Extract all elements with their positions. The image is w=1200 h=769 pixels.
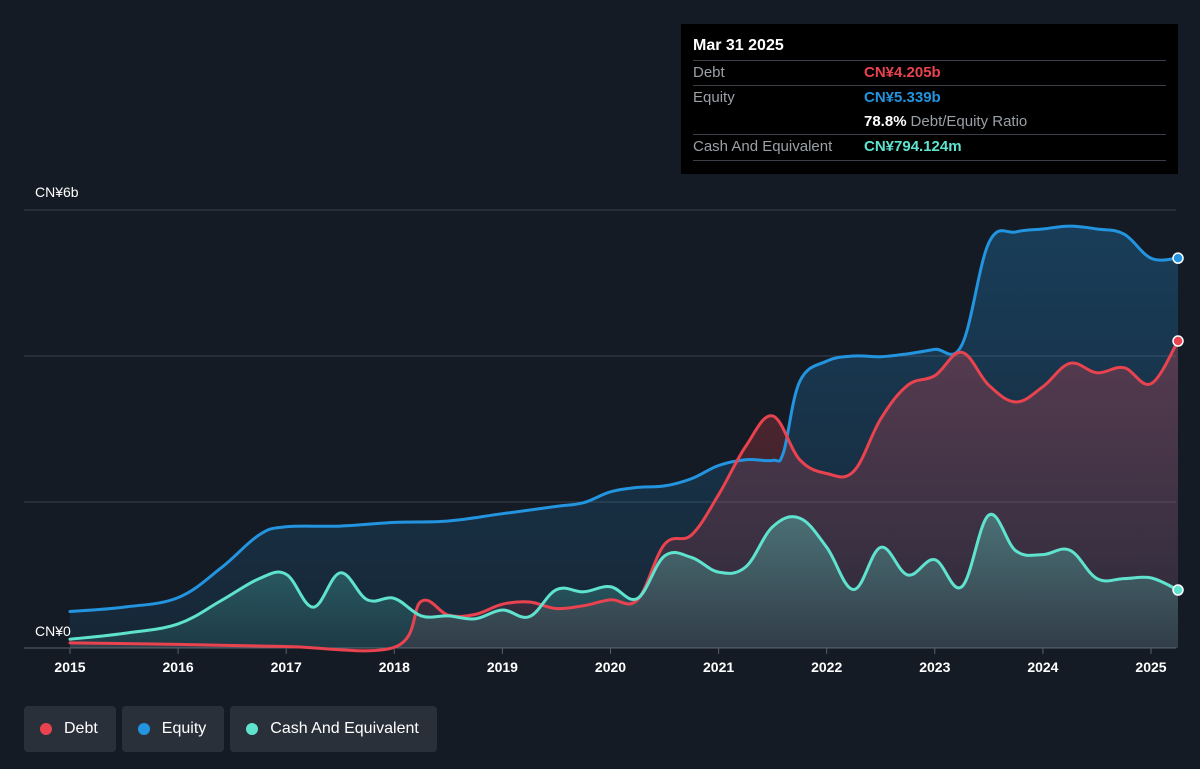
tooltip-equity-value: CN¥5.339b bbox=[864, 89, 941, 106]
tooltip-cash-label: Cash And Equivalent bbox=[693, 138, 833, 155]
cash-and-equivalent-area bbox=[70, 514, 1179, 648]
tooltip-debt-row: Debt CN¥4.205b bbox=[693, 60, 1166, 85]
x-tick-label: 2021 bbox=[703, 659, 734, 675]
legend-item-cash[interactable]: Cash And Equivalent bbox=[230, 706, 437, 752]
x-tick-label: 2018 bbox=[379, 659, 410, 675]
tooltip-ratio-row: 78.8% Debt/Equity Ratio bbox=[693, 110, 1166, 134]
tooltip-ratio-value: 78.8% bbox=[864, 113, 907, 130]
axes: 2015 2016 2017 2018 2019 2020 2021 2022 2023 2024… bbox=[35, 184, 1167, 675]
x-tick-label: 2025 bbox=[1135, 659, 1166, 675]
tooltip-equity-label: Equity bbox=[693, 89, 735, 106]
tooltip-cash-value: CN¥794.124m bbox=[864, 138, 962, 155]
legend-debt-label: Debt bbox=[64, 720, 98, 737]
legend-item-equity[interactable]: Equity bbox=[121, 706, 225, 752]
x-tick-label: 2017 bbox=[271, 659, 302, 675]
y-tick-label: CN¥6b bbox=[35, 184, 79, 200]
x-tick-label: 2019 bbox=[487, 659, 518, 675]
tooltip-ratio-label: Debt/Equity Ratio bbox=[910, 113, 1028, 130]
equity-dot-icon bbox=[137, 723, 150, 735]
x-tick-label: 2015 bbox=[54, 659, 85, 675]
legend: Debt Equity Cash And Equivalent bbox=[24, 706, 437, 752]
tooltip-debt-label: Debt bbox=[693, 64, 725, 81]
tooltip-divider bbox=[693, 159, 1166, 161]
equity-line bbox=[68, 224, 1180, 613]
x-tick-label: 2020 bbox=[595, 659, 626, 675]
x-tick-label: 2023 bbox=[919, 659, 950, 675]
debt-dot-icon bbox=[40, 723, 52, 735]
legend-equity-label: Equity bbox=[161, 720, 207, 737]
tooltip-panel: Mar 31 2025 Debt CN¥4.205b Equity CN¥5.3… bbox=[681, 24, 1178, 174]
legend-cash-label: Cash And Equivalent bbox=[270, 720, 419, 737]
tooltip-debt-value: CN¥4.205b bbox=[864, 64, 941, 81]
x-tick-label: 2022 bbox=[811, 659, 842, 675]
debt-end-point[interactable] bbox=[1172, 335, 1184, 347]
cash-dot-icon bbox=[246, 723, 259, 735]
series-lines bbox=[68, 224, 1184, 653]
chart: 2015 2016 2017 2018 2019 2020 2021 2022 2023 2024… bbox=[24, 184, 1184, 675]
tooltip-date: Mar 31 2025 bbox=[693, 37, 784, 54]
legend-item-debt[interactable]: Debt bbox=[24, 706, 116, 752]
y-tick-label: CN¥0 bbox=[35, 623, 71, 639]
series-areas bbox=[70, 226, 1179, 651]
debt-line bbox=[68, 339, 1180, 653]
x-tick-label: 2016 bbox=[163, 659, 194, 675]
equity-end-point[interactable] bbox=[1172, 252, 1184, 264]
x-tick-label: 2024 bbox=[1027, 659, 1058, 675]
tooltip-equity-row: Equity CN¥5.339b bbox=[693, 85, 1166, 110]
cash-and-equivalent-line bbox=[68, 513, 1180, 641]
tooltip-cash-row: Cash And Equivalent CN¥794.124m bbox=[693, 134, 1166, 159]
cash-and-equivalent-end-point[interactable] bbox=[1172, 584, 1184, 596]
